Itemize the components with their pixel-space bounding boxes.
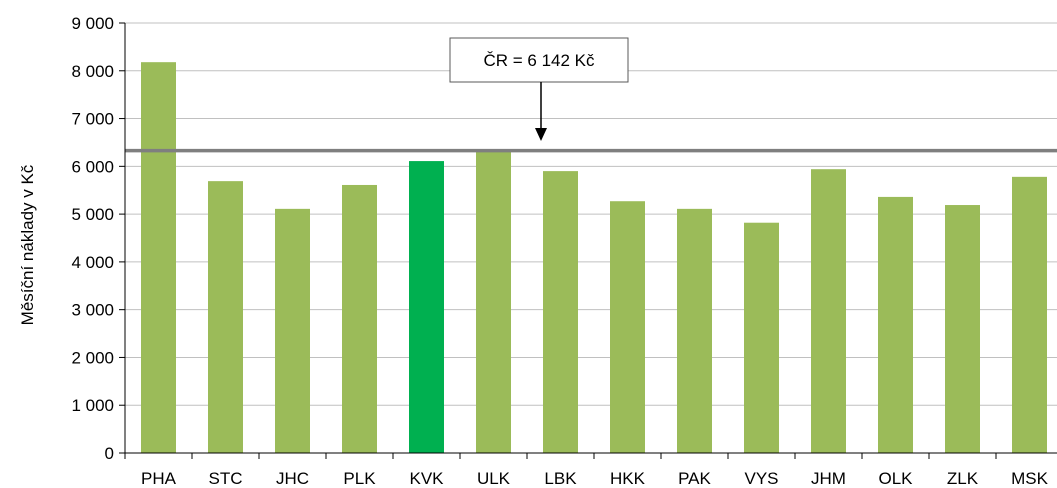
y-tick-label: 4 000 [71,253,114,272]
bar-jhm [811,169,846,453]
y-tick-label: 8 000 [71,62,114,81]
bar-ulk [476,152,511,453]
x-tick-label-msk: MSK [1011,469,1049,488]
annotation-text: ČR = 6 142 Kč [483,51,595,70]
bar-stc [208,181,243,453]
bar-jhc [275,208,310,453]
y-tick-label: 2 000 [71,348,114,367]
x-tick-label-pha: PHA [141,469,177,488]
bar-kvk [409,161,444,454]
bar-zlk [945,205,980,453]
x-tick-label-plk: PLK [343,469,376,488]
annotation-box [449,37,629,83]
annotation-callout: ČR = 6 142 Kč [449,37,629,141]
x-tick-label-jhm: JHM [811,469,846,488]
bar-msk [1012,176,1047,453]
x-tick-label-pak: PAK [678,469,711,488]
x-tick-label-stc: STC [209,469,243,488]
x-tick-label-lbk: LBK [544,469,577,488]
y-axis-title: Měsíční náklady v Kč [18,164,37,325]
x-tick-label-vys: VYS [744,469,778,488]
y-tick-labels: 0 1 000 2 000 3 000 4 000 5 000 6 000 7 000 8 00… [71,14,114,463]
y-tick-label: 3 000 [71,301,114,320]
x-tick-label-zlk: ZLK [947,469,979,488]
y-tick-label: 1 000 [71,396,114,415]
x-tick-label-olk: OLK [878,469,913,488]
y-tick-label: 6 000 [71,157,114,176]
bar-pak [677,208,712,453]
bars [141,62,1047,454]
x-tick-label-hkk: HKK [610,469,646,488]
x-tick-labels: PHA STC JHC PLK KVK ULK LBK HKK PAK VYS JHM OLK ZLK M… [141,469,1049,488]
x-tick-label-jhc: JHC [276,469,309,488]
y-tick-label: 0 [105,444,114,463]
y-tick-label: 5 000 [71,205,114,224]
annotation-arrow-head [535,128,547,141]
bar-hkk [610,201,645,453]
bar-pha [141,62,176,454]
y-tick-label: 9 000 [71,14,114,33]
x-tick-label-kvk: KVK [409,469,444,488]
axes [119,22,1057,459]
bar-plk [342,184,377,453]
bar-vys [744,222,779,453]
x-tick-label-ulk: ULK [477,469,511,488]
bar-lbk [543,171,578,453]
bar-olk [878,196,913,453]
y-tick-label: 7 000 [71,110,114,129]
